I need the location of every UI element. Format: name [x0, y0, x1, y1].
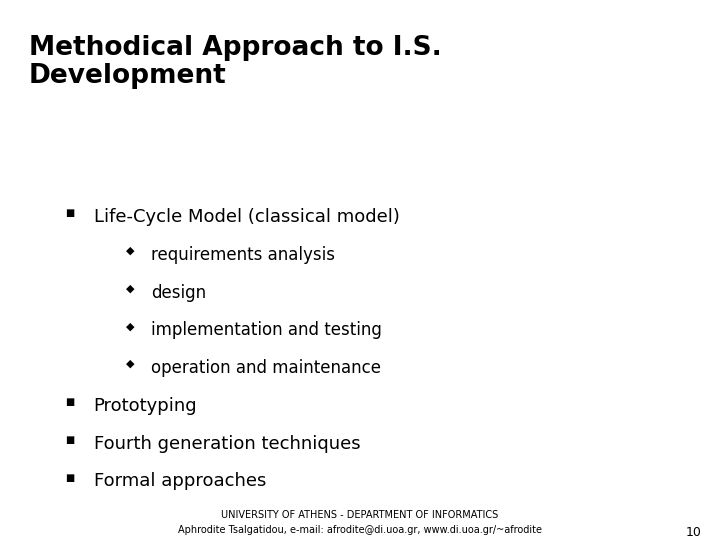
Text: UNIVERSITY OF ATHENS - DEPARTMENT OF INFORMATICS: UNIVERSITY OF ATHENS - DEPARTMENT OF INF… — [221, 510, 499, 521]
Text: ◆: ◆ — [126, 284, 135, 294]
Text: ■: ■ — [65, 472, 74, 483]
Text: 10: 10 — [686, 526, 702, 539]
Text: implementation and testing: implementation and testing — [151, 321, 382, 339]
Text: ◆: ◆ — [126, 321, 135, 332]
Text: ◆: ◆ — [126, 359, 135, 369]
Text: design: design — [151, 284, 207, 301]
Text: Formal approaches: Formal approaches — [94, 472, 266, 490]
Text: Methodical Approach to I.S.
Development: Methodical Approach to I.S. Development — [29, 35, 441, 89]
Text: Life-Cycle Model (classical model): Life-Cycle Model (classical model) — [94, 208, 400, 226]
Text: ■: ■ — [65, 397, 74, 407]
Text: Fourth generation techniques: Fourth generation techniques — [94, 435, 360, 453]
Text: operation and maintenance: operation and maintenance — [151, 359, 381, 377]
Text: Aphrodite Tsalgatidou, e-mail: afrodite@di.uoa.gr, www.di.uoa.gr/~afrodite: Aphrodite Tsalgatidou, e-mail: afrodite@… — [178, 525, 542, 535]
Text: Prototyping: Prototyping — [94, 397, 197, 415]
Text: requirements analysis: requirements analysis — [151, 246, 336, 264]
Text: ■: ■ — [65, 208, 74, 218]
Text: ■: ■ — [65, 435, 74, 445]
Text: ◆: ◆ — [126, 246, 135, 256]
